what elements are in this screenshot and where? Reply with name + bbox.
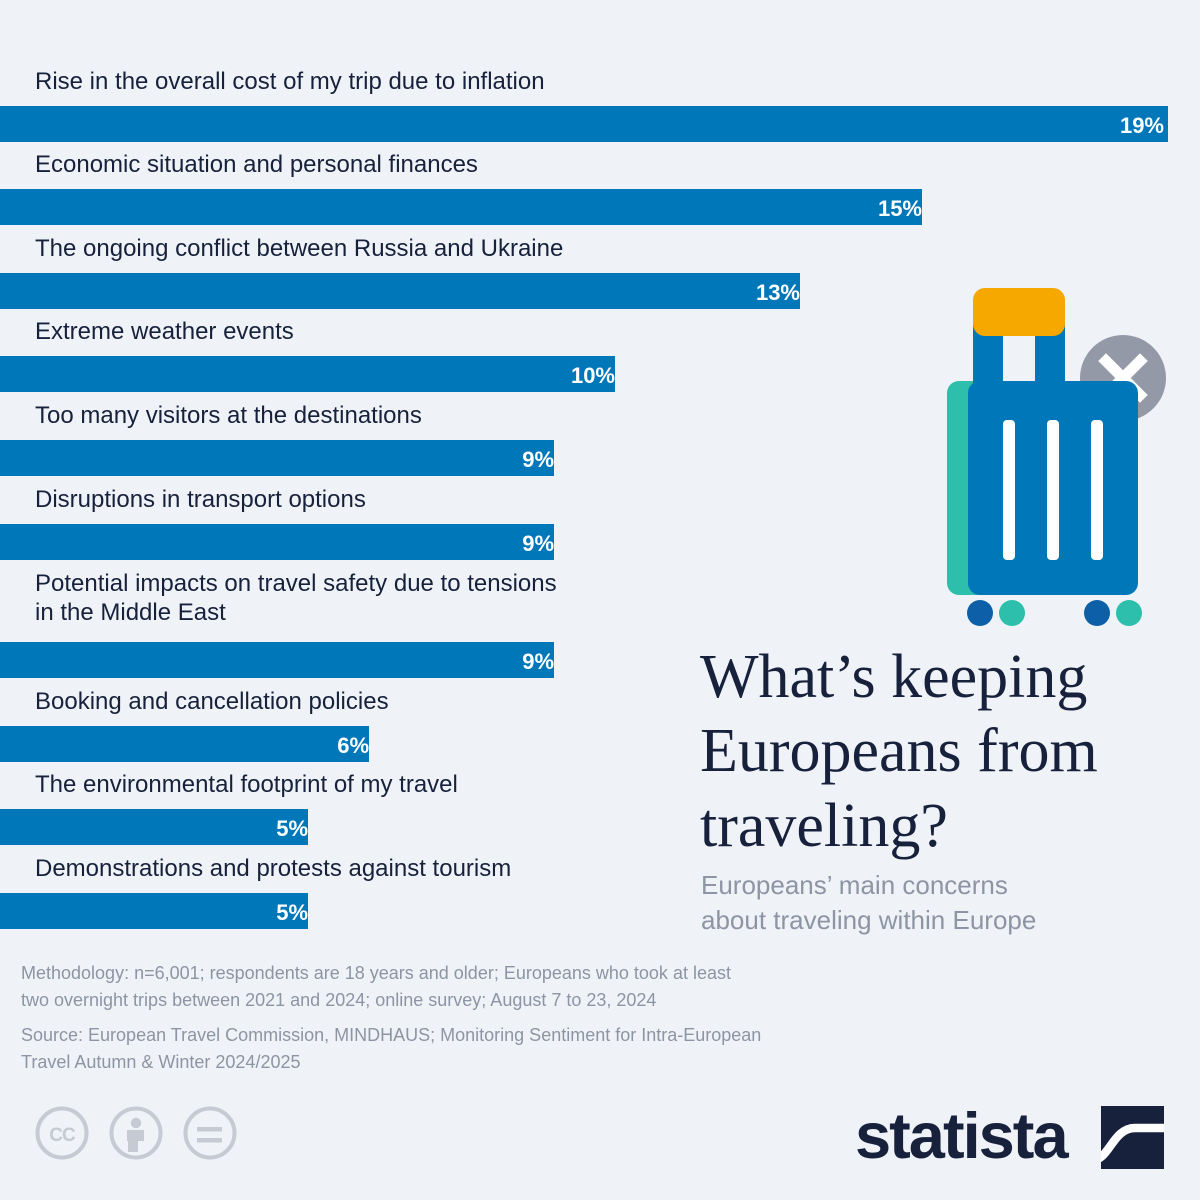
- svg-text:CC: CC: [49, 1125, 76, 1146]
- svg-text:statista: statista: [855, 1099, 1069, 1172]
